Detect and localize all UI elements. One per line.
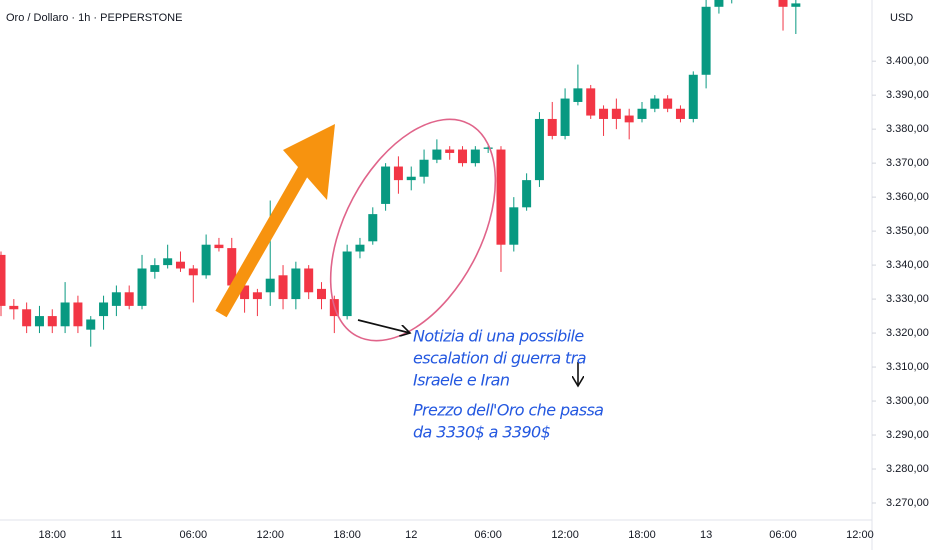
candle-body — [701, 6, 711, 75]
candle-body — [406, 176, 416, 181]
y-tick-label: 3.350,00 — [886, 225, 929, 237]
candle-body — [624, 115, 634, 123]
x-tick-label: 18:00 — [39, 529, 67, 541]
candle-body — [22, 309, 32, 327]
candle-body — [317, 288, 326, 300]
candle-body — [599, 108, 609, 119]
y-tick-label: 3.310,00 — [886, 361, 929, 373]
candle-body — [124, 292, 134, 306]
y-tick-label: 3.400,00 — [886, 55, 929, 67]
y-tick-label: 3.340,00 — [886, 259, 929, 271]
candle-body — [573, 88, 583, 102]
x-tick-label: 12:00 — [846, 529, 874, 541]
annotation-line: da 3330$ a 3390$ — [413, 423, 551, 442]
candle-body — [714, 0, 724, 7]
candle-body — [534, 118, 544, 181]
candle-body — [34, 316, 44, 327]
y-tick-label: 3.360,00 — [886, 191, 929, 203]
candle-body — [663, 98, 673, 109]
annotation-line: escalation di guerra tra — [413, 349, 586, 368]
y-tick-label: 3.390,00 — [886, 89, 929, 101]
candle-body — [496, 149, 506, 245]
candle-body — [73, 302, 83, 327]
y-tick-label: 3.320,00 — [886, 327, 929, 339]
candle-body — [611, 108, 621, 119]
candle-body — [304, 268, 314, 293]
candle-body — [509, 207, 519, 245]
candle-body — [86, 319, 96, 330]
x-tick-label: 06:00 — [769, 529, 797, 541]
y-tick-label: 3.290,00 — [886, 429, 929, 441]
y-tick-label: 3.380,00 — [886, 123, 929, 135]
candle-body — [522, 180, 532, 208]
candle-body — [547, 118, 557, 136]
candle-body — [265, 278, 275, 293]
candle-body — [483, 147, 493, 149]
candle-body — [650, 98, 660, 109]
x-tick-label: 06:00 — [474, 529, 502, 541]
candle-body — [470, 149, 480, 164]
candle-body — [150, 265, 160, 272]
candle-body — [278, 275, 288, 300]
annotation-line: Prezzo dell'Oro che passa — [413, 401, 603, 420]
candle-body — [47, 316, 57, 327]
pointer-arrow — [357, 319, 410, 333]
candle-body — [111, 292, 121, 306]
x-tick-label: 12:00 — [256, 529, 284, 541]
highlight-ellipse — [329, 118, 497, 342]
candle-body — [586, 88, 596, 116]
annotation-line: Israele e Iran — [413, 371, 510, 390]
candle-body — [188, 268, 198, 276]
candle-body — [458, 149, 468, 164]
candle-body — [9, 305, 19, 310]
candle-body — [342, 251, 352, 317]
candle-body — [393, 166, 403, 181]
candle-body — [445, 149, 455, 153]
candle-body — [368, 214, 378, 242]
x-tick-label: 12 — [405, 529, 417, 541]
x-tick-label: 13 — [700, 529, 712, 541]
y-tick-label: 3.280,00 — [886, 463, 929, 475]
candle-body — [240, 285, 250, 300]
candle-body — [675, 108, 685, 119]
candle-body — [291, 268, 301, 300]
candle-body — [355, 244, 365, 252]
candle-body — [201, 244, 211, 276]
candle-body — [252, 292, 262, 300]
candle-body — [0, 254, 6, 306]
x-tick-label: 18:00 — [333, 529, 361, 541]
x-tick-label: 06:00 — [180, 529, 208, 541]
orange-arrow — [215, 124, 335, 318]
candle-body — [214, 244, 224, 249]
annotation-line: Notizia di una possibile — [413, 327, 584, 346]
currency-label: USD — [890, 12, 913, 24]
candle-body — [791, 3, 801, 7]
annotations: Notizia di una possibile escalation di gu… — [413, 327, 604, 442]
y-tick-label: 3.300,00 — [886, 395, 929, 407]
candle-body — [137, 268, 147, 306]
y-tick-label: 3.330,00 — [886, 293, 929, 305]
y-tick-label: 3.270,00 — [886, 497, 929, 509]
chart-title: Oro / Dollaro · 1h · PEPPERSTONE — [6, 12, 182, 24]
candle-body — [688, 74, 698, 119]
y-tick-label: 3.370,00 — [886, 157, 929, 169]
candle-body — [778, 0, 788, 7]
candle-body — [99, 302, 109, 317]
candle-body — [560, 98, 570, 136]
x-tick-label: 18:00 — [628, 529, 656, 541]
candle-body — [227, 248, 237, 286]
candle-body — [432, 149, 442, 160]
x-tick-label: 11 — [111, 529, 122, 541]
candle-body — [163, 258, 173, 266]
candle-body — [419, 159, 429, 177]
candle-body — [175, 261, 185, 269]
candle-body — [637, 108, 647, 119]
x-tick-label: 12:00 — [551, 529, 579, 541]
candle-body — [60, 302, 70, 327]
candle-body — [381, 166, 391, 204]
